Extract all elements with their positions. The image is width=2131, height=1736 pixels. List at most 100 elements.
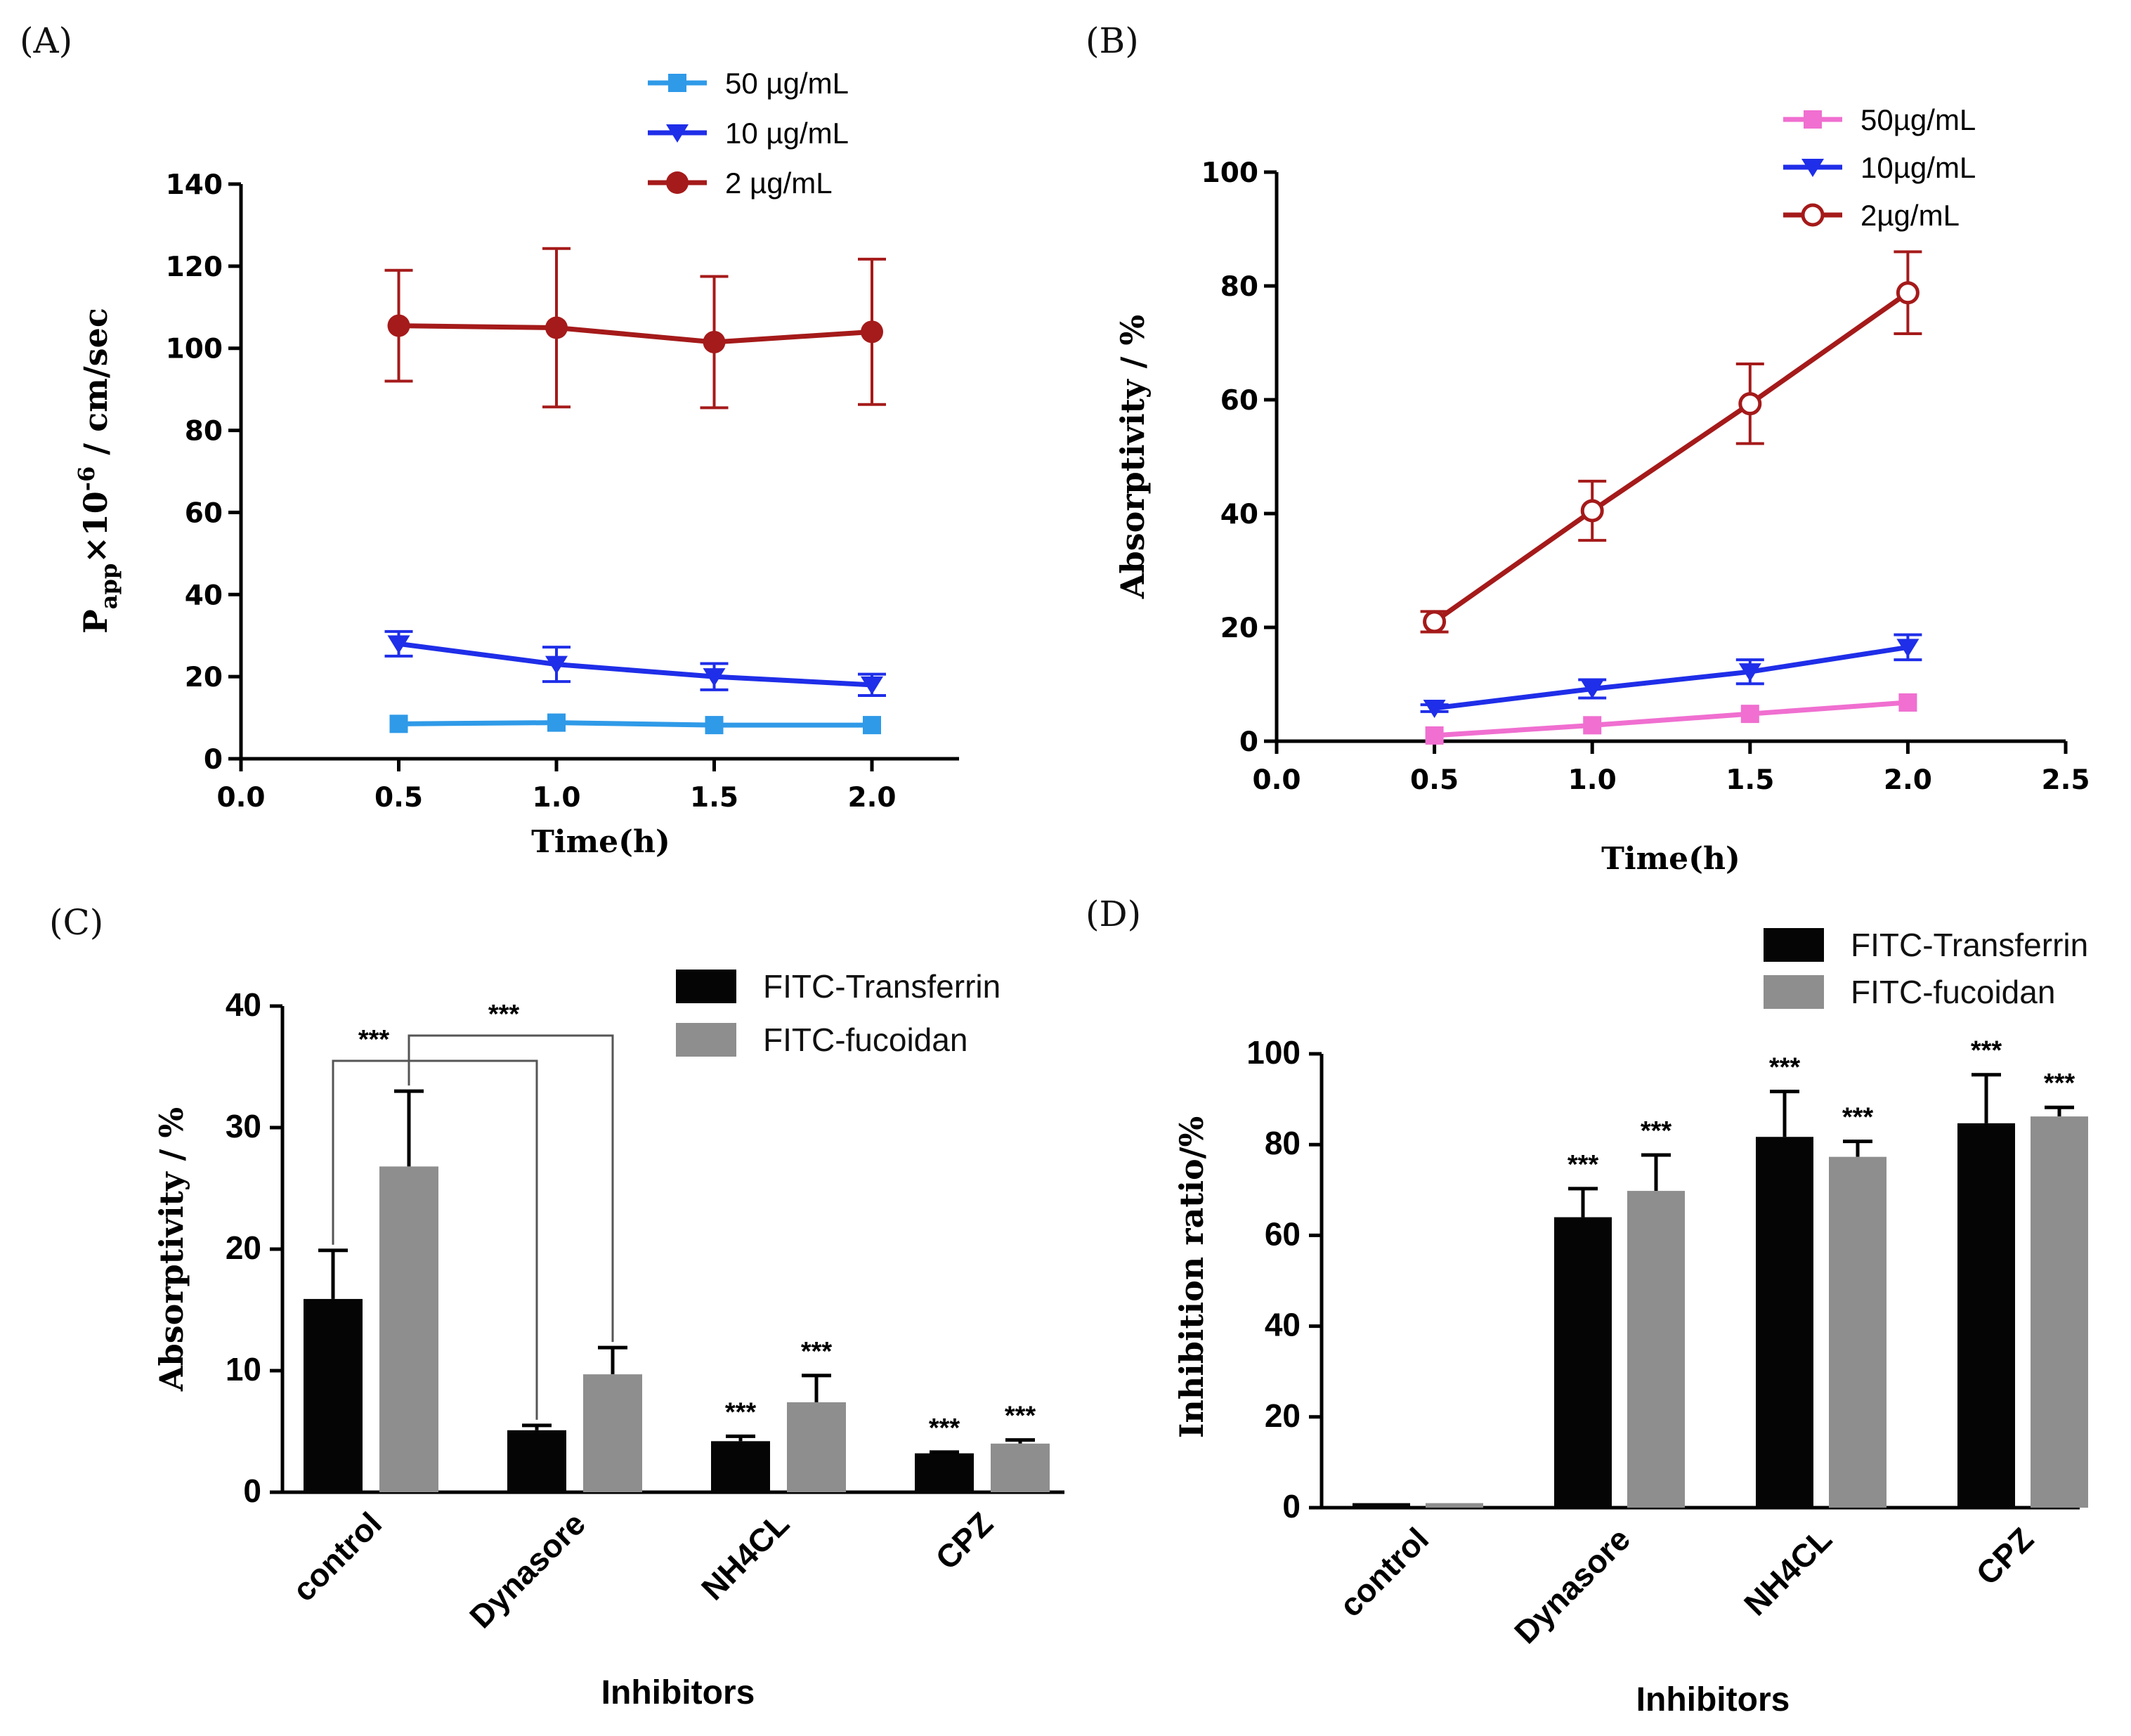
series-0-point-3 [1898, 693, 1917, 712]
series-2-point-2 [703, 330, 726, 353]
panel-d-x-axis-label: Inhibitors [1636, 1681, 1790, 1718]
bar-0-1 [1554, 1217, 1612, 1508]
y-tick-label-4: 40 [226, 986, 261, 1023]
bar-1-1-significance: *** [1641, 1116, 1672, 1146]
x-tick-label-2: 1.0 [532, 782, 580, 814]
series-1-point-2 [703, 668, 726, 687]
bar-1-2-significance: *** [1842, 1103, 1874, 1133]
y-tick-label-4: 80 [1265, 1125, 1301, 1161]
legend-label-2: 2µg/mL [1860, 199, 1960, 232]
bar-1-2 [1829, 1156, 1886, 1508]
panel-a-label: (A) [20, 20, 72, 61]
y-tick-label-3: 60 [185, 497, 223, 529]
panel-b-y-axis-label: Absorptivity / % [1114, 315, 1152, 599]
legend-marker-1 [1801, 159, 1824, 177]
bar-0-3 [915, 1453, 974, 1492]
bar-1-3-significance: *** [1005, 1402, 1036, 1431]
panel-a-plot-area [384, 247, 886, 735]
series-1-line [1434, 644, 1908, 711]
bar-1-3-significance: *** [2044, 1069, 2075, 1098]
panel-d-label: (D) [1086, 894, 1141, 934]
panel-d-y-ticks: 0 20 40 60 80 100 [1246, 1034, 1322, 1525]
panel-a-x-ticks: 0.0 0.5 1.0 1.5 2.0 [216, 759, 897, 814]
y-tick-label-2: 20 [226, 1229, 261, 1266]
series-1-point-2 [1738, 663, 1761, 682]
y-tick-label-4: 80 [1220, 271, 1258, 303]
bar-0-1 [507, 1430, 566, 1492]
x-tick-label-4: 2.0 [1884, 764, 1932, 796]
legend-marker-2 [1801, 203, 1825, 227]
x-tick-label-0: 0.0 [216, 782, 265, 814]
legend-label-1: 10 µg/mL [725, 117, 849, 150]
series-1-point-0 [1423, 700, 1446, 719]
legend-marker-2 [666, 171, 689, 194]
legend-swatch-1 [676, 1023, 736, 1057]
y-tick-label-6: 120 [166, 252, 223, 283]
panel-b-x-axis-label: Time(h) [1601, 841, 1740, 877]
panel-c-plot-area: *** *** *** *** *** *** [304, 1000, 1050, 1492]
bar-1-2-significance: *** [801, 1337, 833, 1366]
panel-b-legend: 50µg/mL 10µg/mL 2µg/mL [1783, 103, 1976, 232]
legend-label-1: FITC-fucoidan [763, 1022, 967, 1058]
panel-c-y-ticks: 0 10 20 30 40 [226, 986, 282, 1509]
y-tick-label-1: 20 [185, 662, 223, 693]
panel-a: (A) 50 µg/mL 10 µg/mL 2 µg/mL 0 20 40 60 80 100… [20, 20, 959, 860]
panel-a-y-axis-label: Papp×10-6 / cm/sec [73, 308, 122, 634]
series-1-point-3 [861, 676, 883, 695]
x-tick-label-1: 0.5 [374, 782, 423, 814]
legend-label-1: 10µg/mL [1860, 151, 1976, 184]
bar-0-2 [711, 1441, 770, 1492]
panel-d-plot-area: *** *** *** *** *** *** [1353, 1036, 2088, 1508]
bar-1-3 [991, 1443, 1050, 1492]
y-tick-label-5: 100 [1201, 157, 1258, 189]
panel-b-plot-area [1420, 250, 1922, 745]
legend-label-0: FITC-Transferrin [1851, 927, 2088, 963]
series-0-point-1 [1583, 716, 1602, 735]
y-tick-label-5: 100 [1246, 1034, 1301, 1071]
bar-0-2-significance: *** [725, 1397, 757, 1427]
panel-d-y-axis-label: Inhibition ratio/% [1173, 1116, 1211, 1438]
legend-swatch-1 [1764, 975, 1824, 1009]
panel-c-category-labels: control Dynasore NH4CL CPZ [285, 1505, 1000, 1635]
y-tick-label-2: 40 [1265, 1307, 1301, 1343]
legend-swatch-0 [676, 970, 736, 1003]
category-label-1: Dynasore [1507, 1520, 1637, 1650]
category-label-2: NH4CL [1737, 1520, 1839, 1622]
series-1-point-1 [1581, 680, 1604, 699]
panel-c: (C) FITC-Transferrin FITC-fucoidan 0 10 20 3… [49, 902, 1064, 1711]
legend-label-1: FITC-fucoidan [1851, 974, 2055, 1010]
series-1-point-3 [1896, 639, 1920, 658]
x-tick-label-0: 0.0 [1252, 764, 1301, 796]
series-2-line [398, 323, 873, 345]
y-tick-label-1: 20 [1265, 1397, 1301, 1434]
x-tick-label-3: 1.5 [1726, 764, 1774, 796]
series-0-point-2 [705, 716, 724, 735]
y-tick-label-2: 40 [185, 580, 223, 611]
series-0-point-2 [1740, 705, 1759, 724]
bar-0-0 [1353, 1503, 1410, 1508]
bar-0-3-significance: *** [1971, 1036, 2002, 1066]
series-2-point-3 [861, 320, 883, 344]
bar-1-3 [2031, 1116, 2088, 1508]
legend-label-2: 2 µg/mL [725, 167, 833, 200]
series-0-point-3 [863, 716, 881, 735]
panel-d-category-labels: control Dynasore NH4CL CPZ [1332, 1520, 2040, 1650]
y-tick-label-1: 20 [1220, 613, 1258, 644]
series-2-point-3 [1896, 281, 1920, 305]
y-tick-label-3: 30 [226, 1108, 261, 1144]
category-label-3: CPZ [928, 1505, 1000, 1577]
y-tick-label-7: 140 [166, 169, 223, 201]
x-tick-label-4: 2.0 [847, 782, 896, 814]
bracket-transferrin [332, 1059, 538, 1420]
category-label-0: control [1332, 1520, 1435, 1624]
series-0-line [398, 720, 872, 728]
x-tick-label-1: 0.5 [1410, 764, 1459, 796]
panel-c-legend: FITC-Transferrin FITC-fucoidan [676, 968, 1001, 1058]
category-label-1: Dynasore [462, 1505, 592, 1635]
series-2-point-1 [545, 316, 568, 339]
bracket-transferrin-label: *** [358, 1025, 390, 1055]
legend-marker-0 [1804, 110, 1822, 129]
bar-0-3 [1957, 1123, 2015, 1508]
bar-0-2 [1756, 1137, 1813, 1508]
panel-b-y-ticks: 0 20 40 60 80 100 [1201, 157, 1277, 758]
